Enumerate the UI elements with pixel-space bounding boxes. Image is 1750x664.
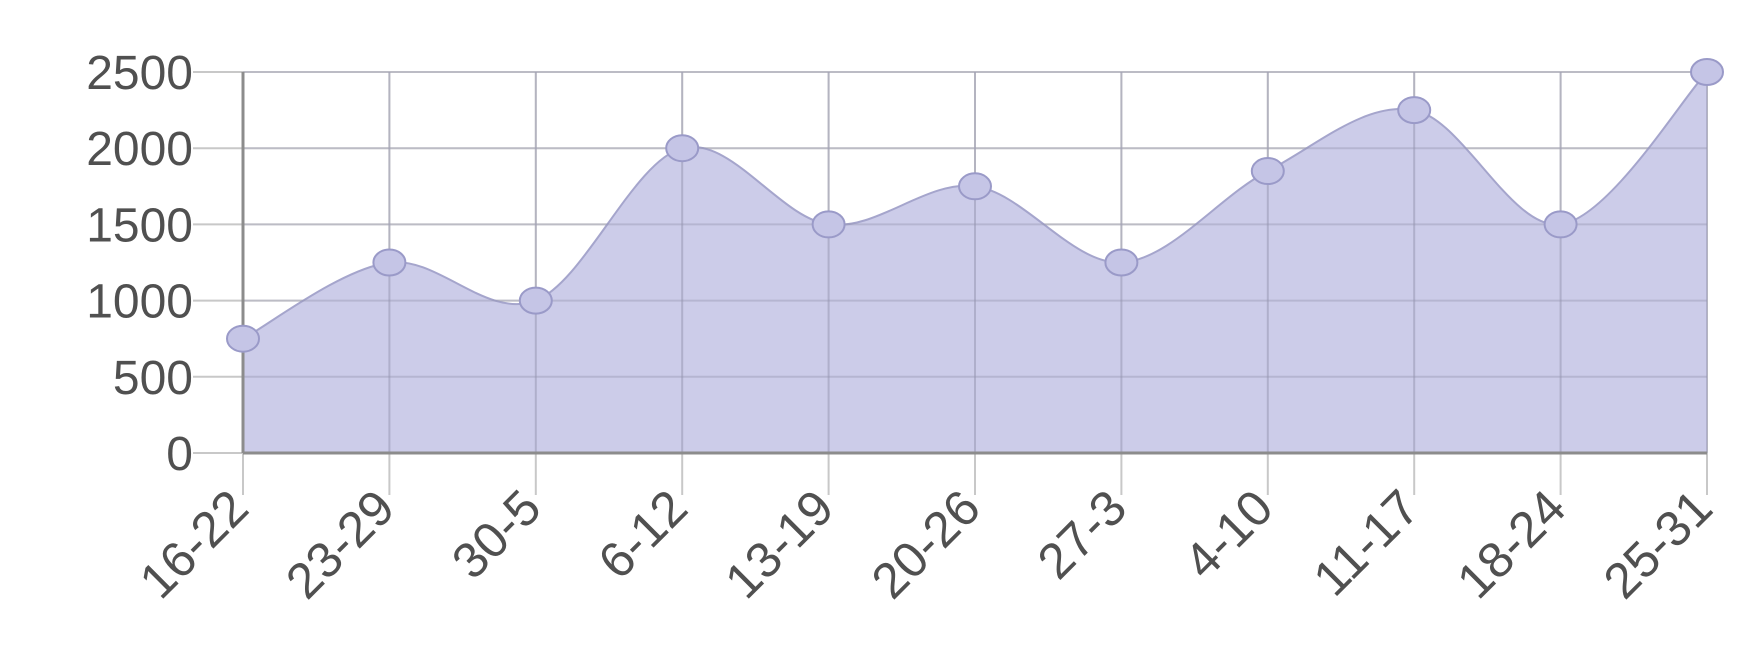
- x-tick-label: 4-10: [1173, 479, 1283, 589]
- y-tick-label: 500: [113, 352, 193, 405]
- y-tick-label: 2500: [86, 47, 193, 100]
- data-point: [372, 248, 407, 277]
- data-point: [1690, 58, 1724, 86]
- x-tick-label: 13-19: [714, 479, 844, 609]
- x-tick-label: 18-24: [1446, 479, 1576, 609]
- data-point: [1250, 157, 1285, 186]
- series-layer: [242, 71, 1708, 453]
- x-tick-label: 23-29: [275, 479, 405, 609]
- x-tick-label: 20-26: [861, 479, 991, 609]
- data-point: [1543, 210, 1578, 239]
- x-tick-label: 16-22: [129, 479, 259, 609]
- area-fill: [243, 72, 1707, 453]
- axis-layer: [241, 72, 1707, 455]
- data-point: [518, 286, 553, 315]
- data-point: [811, 210, 846, 239]
- x-tick-label: 6-12: [588, 479, 698, 589]
- x-tick-label: 30-5: [441, 479, 551, 589]
- data-point: [1397, 96, 1432, 125]
- data-point: [226, 324, 260, 353]
- data-point: [1104, 248, 1139, 277]
- y-tick-label: 0: [166, 428, 193, 481]
- y-tick-label: 1500: [86, 199, 193, 252]
- x-tick-label: 11-17: [1303, 479, 1430, 606]
- data-point: [665, 134, 700, 163]
- x-tick-label: 25-31: [1593, 479, 1723, 609]
- y-tick-label: 1000: [86, 276, 193, 329]
- x-tick-label: 27-3: [1027, 479, 1137, 589]
- y-tick-label: 2000: [86, 123, 193, 176]
- data-point: [958, 172, 992, 201]
- point-layer: [226, 58, 1724, 353]
